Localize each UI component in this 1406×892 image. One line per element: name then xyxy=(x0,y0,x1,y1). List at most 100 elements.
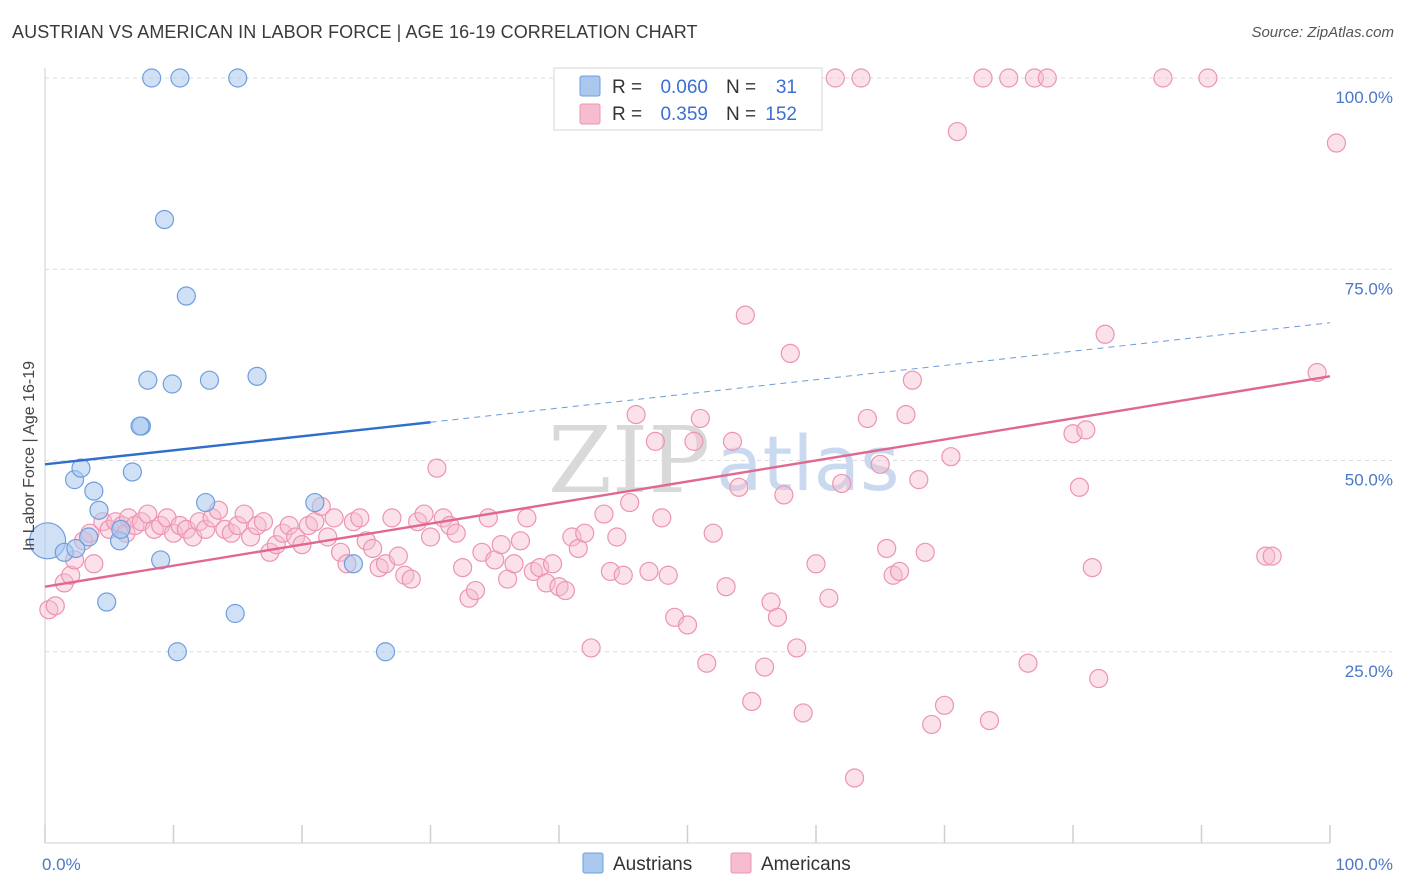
american-point-106 xyxy=(742,691,762,712)
austrian-point-21 xyxy=(176,286,196,306)
trend-lines xyxy=(44,322,1331,588)
y-tick-label-1: 75.0% xyxy=(1345,279,1393,298)
american-point-38 xyxy=(279,515,299,536)
austrian-trend-line xyxy=(44,421,431,466)
american-point-88 xyxy=(607,527,627,547)
american-point-49 xyxy=(350,508,370,528)
american-point-104 xyxy=(729,477,749,497)
american-point-132 xyxy=(979,710,1000,731)
austrian-point-16 xyxy=(142,68,162,88)
american-point-137 xyxy=(1063,424,1083,444)
american-point-60 xyxy=(420,527,441,547)
american-point-120 xyxy=(877,538,897,559)
gridlines xyxy=(45,77,1392,653)
austrian-point-7 xyxy=(89,500,109,520)
american-point-111 xyxy=(780,343,800,363)
legend-swatch-americans xyxy=(579,103,601,125)
american-point-123 xyxy=(896,405,916,425)
american-point-125 xyxy=(909,470,929,490)
american-point-139 xyxy=(1076,420,1096,440)
austrian-point-9 xyxy=(111,519,131,539)
stats-legend: R = 0.060 N = 31 R = 0.359 N = 152 xyxy=(553,67,823,131)
american-point-128 xyxy=(934,695,955,715)
austrian-point-2 xyxy=(66,538,86,559)
american-point-59 xyxy=(414,504,434,524)
austrian-point-6 xyxy=(79,527,99,547)
austrian-point-25 xyxy=(228,68,248,88)
american-point-133 xyxy=(999,68,1019,88)
legend-r-label-0: R = xyxy=(612,77,642,98)
american-point-69 xyxy=(478,508,498,528)
y-tick-label-3: 25.0% xyxy=(1345,662,1393,681)
american-point-7 xyxy=(84,554,104,574)
american-point-115 xyxy=(819,588,839,608)
american-point-64 xyxy=(446,523,466,543)
legend-swatch-austrians xyxy=(579,75,601,97)
american-point-34 xyxy=(253,512,274,532)
american-point-110 xyxy=(774,485,794,505)
american-point-122 xyxy=(889,561,910,582)
american-point-143 xyxy=(1153,68,1173,88)
american-point-1 xyxy=(45,596,65,616)
watermark-atlas: atlas xyxy=(716,419,900,508)
y-tick-labels: 100.0% 75.0% 50.0% 25.0% xyxy=(1335,88,1393,681)
american-point-81 xyxy=(555,580,576,601)
american-point-142 xyxy=(1095,324,1115,344)
american-point-136 xyxy=(1037,68,1057,88)
austrian-point-14 xyxy=(138,370,158,390)
austrian-point-17 xyxy=(154,209,175,230)
american-point-54 xyxy=(382,508,402,528)
american-point-87 xyxy=(600,561,621,582)
american-point-129 xyxy=(941,447,961,467)
american-point-112 xyxy=(787,638,807,658)
american-point-98 xyxy=(684,431,704,451)
american-trend-line xyxy=(44,375,1331,588)
american-point-61 xyxy=(427,458,447,478)
american-point-91 xyxy=(626,405,646,425)
american-point-116 xyxy=(832,473,852,494)
american-point-57 xyxy=(401,569,421,589)
legend-n-value-0: 31 xyxy=(776,77,797,98)
american-point-131 xyxy=(973,68,993,88)
american-point-107 xyxy=(754,657,775,677)
austrian-points xyxy=(28,68,396,662)
american-point-66 xyxy=(459,588,479,608)
american-point-102 xyxy=(716,577,736,597)
american-point-25 xyxy=(196,519,216,539)
american-point-46 xyxy=(330,542,351,562)
american-point-119 xyxy=(870,454,890,474)
american-point-85 xyxy=(581,638,601,658)
austrian-point-23 xyxy=(199,370,220,390)
austrian-point-28 xyxy=(343,554,363,574)
austrian-point-5 xyxy=(84,481,104,501)
american-point-82 xyxy=(562,527,582,547)
american-point-140 xyxy=(1082,557,1102,578)
american-point-94 xyxy=(652,508,672,528)
american-point-101 xyxy=(703,523,723,543)
series-legend: Austrians Americans xyxy=(582,852,851,875)
american-point-86 xyxy=(594,504,614,524)
y-tick-label-2: 50.0% xyxy=(1345,471,1393,490)
american-point-114 xyxy=(806,554,826,574)
american-point-65 xyxy=(453,557,473,578)
american-point-75 xyxy=(517,508,537,528)
american-point-89 xyxy=(613,565,633,585)
source-label: Source: ZipAtlas.com xyxy=(1251,24,1394,41)
american-point-97 xyxy=(677,615,698,635)
austrian-point-18 xyxy=(162,374,182,394)
american-point-151 xyxy=(825,68,845,88)
american-point-148 xyxy=(1326,133,1347,153)
american-point-117 xyxy=(844,768,865,788)
austrian-trend-extension xyxy=(430,322,1331,423)
american-point-100 xyxy=(697,653,717,673)
watermark-zip: ZIP xyxy=(548,407,710,514)
american-point-105 xyxy=(735,305,755,325)
american-point-20 xyxy=(163,523,184,543)
legend-n-label-0: N = xyxy=(726,77,756,98)
american-point-55 xyxy=(388,546,408,566)
american-point-24 xyxy=(189,512,209,532)
american-point-99 xyxy=(690,408,710,429)
austrian-point-4 xyxy=(71,458,91,478)
austrian-point-13 xyxy=(130,416,150,436)
